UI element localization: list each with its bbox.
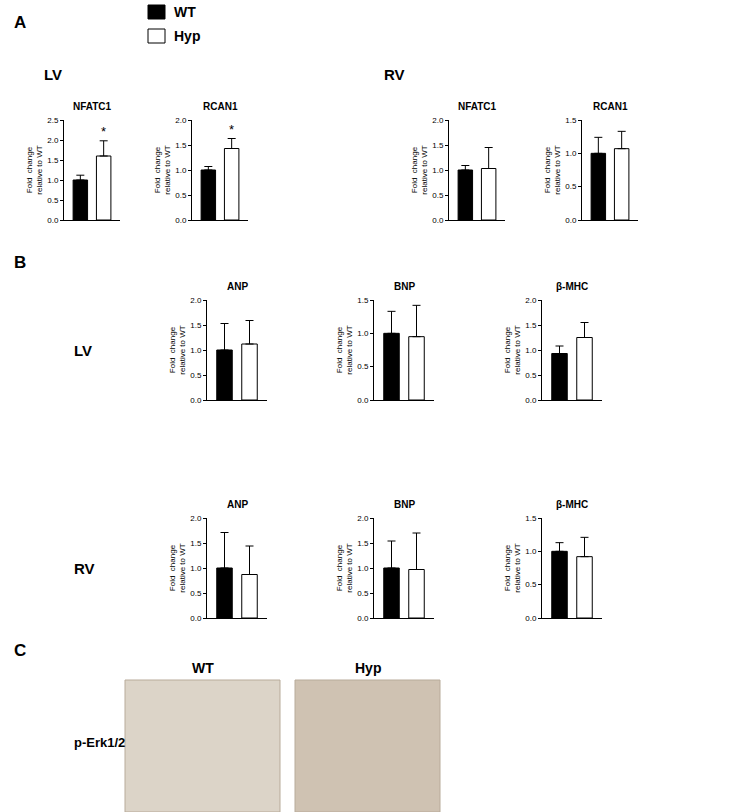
svg-text:1.0: 1.0: [175, 166, 187, 175]
svg-text:1.0: 1.0: [47, 176, 59, 185]
svg-text:*: *: [229, 122, 234, 137]
svg-text:0.0: 0.0: [565, 216, 577, 225]
svg-text:Hyp: Hyp: [174, 28, 200, 44]
svg-text:2.0: 2.0: [47, 136, 59, 145]
svg-text:1.0: 1.0: [357, 564, 369, 573]
svg-text:1.0: 1.0: [525, 547, 537, 556]
svg-text:1.5: 1.5: [357, 296, 369, 305]
svg-text:0.0: 0.0: [190, 396, 202, 405]
svg-text:2.0: 2.0: [357, 514, 369, 523]
svg-text:1.0: 1.0: [525, 346, 537, 355]
svg-text:Fold changerelative to WT: Fold changerelative to WT: [168, 543, 187, 592]
svg-text:RV: RV: [74, 560, 95, 577]
svg-text:BNP: BNP: [394, 499, 415, 510]
svg-text:RV: RV: [384, 66, 405, 83]
svg-text:0.5: 0.5: [565, 182, 577, 191]
svg-text:Fold changerelative to WT: Fold changerelative to WT: [410, 145, 429, 194]
svg-text:β-MHC: β-MHC: [556, 499, 588, 510]
svg-text:Fold changerelative to WT: Fold changerelative to WT: [153, 145, 172, 194]
svg-text:1.5: 1.5: [190, 321, 202, 330]
svg-text:2.0: 2.0: [190, 514, 202, 523]
svg-text:Fold changerelative to WT: Fold changerelative to WT: [168, 325, 187, 374]
svg-text:1.0: 1.0: [357, 329, 369, 338]
svg-text:1.5: 1.5: [357, 539, 369, 548]
svg-text:Hyp: Hyp: [355, 660, 381, 676]
svg-text:A: A: [14, 13, 26, 32]
svg-text:1.5: 1.5: [175, 141, 187, 150]
svg-text:Fold changerelative to WT: Fold changerelative to WT: [503, 543, 522, 592]
svg-text:2.0: 2.0: [190, 296, 202, 305]
svg-text:p-Erk1/2: p-Erk1/2: [74, 735, 125, 750]
svg-text:2.5: 2.5: [47, 116, 59, 125]
svg-text:LV: LV: [74, 342, 92, 359]
svg-text:2.0: 2.0: [432, 116, 444, 125]
svg-text:LV: LV: [44, 66, 62, 83]
svg-text:0.0: 0.0: [525, 614, 537, 623]
svg-text:β-MHC: β-MHC: [556, 281, 588, 292]
svg-text:NFATC1: NFATC1: [73, 101, 112, 112]
svg-text:B: B: [14, 253, 26, 272]
svg-text:1.5: 1.5: [525, 321, 537, 330]
svg-text:1.0: 1.0: [190, 346, 202, 355]
svg-text:WT: WT: [174, 4, 196, 20]
svg-text:ANP: ANP: [227, 281, 248, 292]
svg-text:C: C: [14, 641, 26, 660]
svg-text:1.0: 1.0: [190, 564, 202, 573]
svg-text:1.5: 1.5: [432, 141, 444, 150]
svg-text:2.0: 2.0: [525, 296, 537, 305]
svg-text:ANP: ANP: [227, 499, 248, 510]
svg-text:0.0: 0.0: [47, 216, 59, 225]
svg-text:0.5: 0.5: [525, 580, 537, 589]
svg-text:1.5: 1.5: [565, 116, 577, 125]
svg-text:RCAN1: RCAN1: [593, 101, 628, 112]
svg-text:0.5: 0.5: [525, 371, 537, 380]
svg-text:Fold changerelative to WT: Fold changerelative to WT: [335, 325, 354, 374]
svg-text:0.5: 0.5: [190, 589, 202, 598]
svg-text:Fold changerelative to WT: Fold changerelative to WT: [335, 543, 354, 592]
svg-text:1.5: 1.5: [47, 156, 59, 165]
svg-text:Fold changerelative to WT: Fold changerelative to WT: [503, 325, 522, 374]
svg-text:WT: WT: [192, 660, 214, 676]
svg-text:0.5: 0.5: [357, 589, 369, 598]
svg-text:0.5: 0.5: [432, 191, 444, 200]
svg-text:1.5: 1.5: [525, 514, 537, 523]
svg-text:1.0: 1.0: [432, 166, 444, 175]
svg-text:0.5: 0.5: [47, 196, 59, 205]
svg-text:0.5: 0.5: [357, 362, 369, 371]
svg-text:0.0: 0.0: [190, 614, 202, 623]
svg-text:Fold changerelative to WT: Fold changerelative to WT: [25, 145, 44, 194]
svg-text:0.0: 0.0: [525, 396, 537, 405]
svg-text:0.0: 0.0: [432, 216, 444, 225]
svg-text:RCAN1: RCAN1: [203, 101, 238, 112]
svg-text:BNP: BNP: [394, 281, 415, 292]
svg-text:0.0: 0.0: [175, 216, 187, 225]
svg-text:0.5: 0.5: [175, 191, 187, 200]
svg-text:*: *: [101, 124, 106, 139]
svg-text:1.0: 1.0: [565, 149, 577, 158]
svg-text:1.5: 1.5: [190, 539, 202, 548]
svg-text:0.0: 0.0: [357, 396, 369, 405]
svg-text:0.0: 0.0: [357, 614, 369, 623]
svg-text:2.0: 2.0: [175, 116, 187, 125]
svg-text:0.5: 0.5: [190, 371, 202, 380]
svg-text:NFATC1: NFATC1: [458, 101, 497, 112]
svg-text:Fold changerelative to WT: Fold changerelative to WT: [543, 145, 562, 194]
